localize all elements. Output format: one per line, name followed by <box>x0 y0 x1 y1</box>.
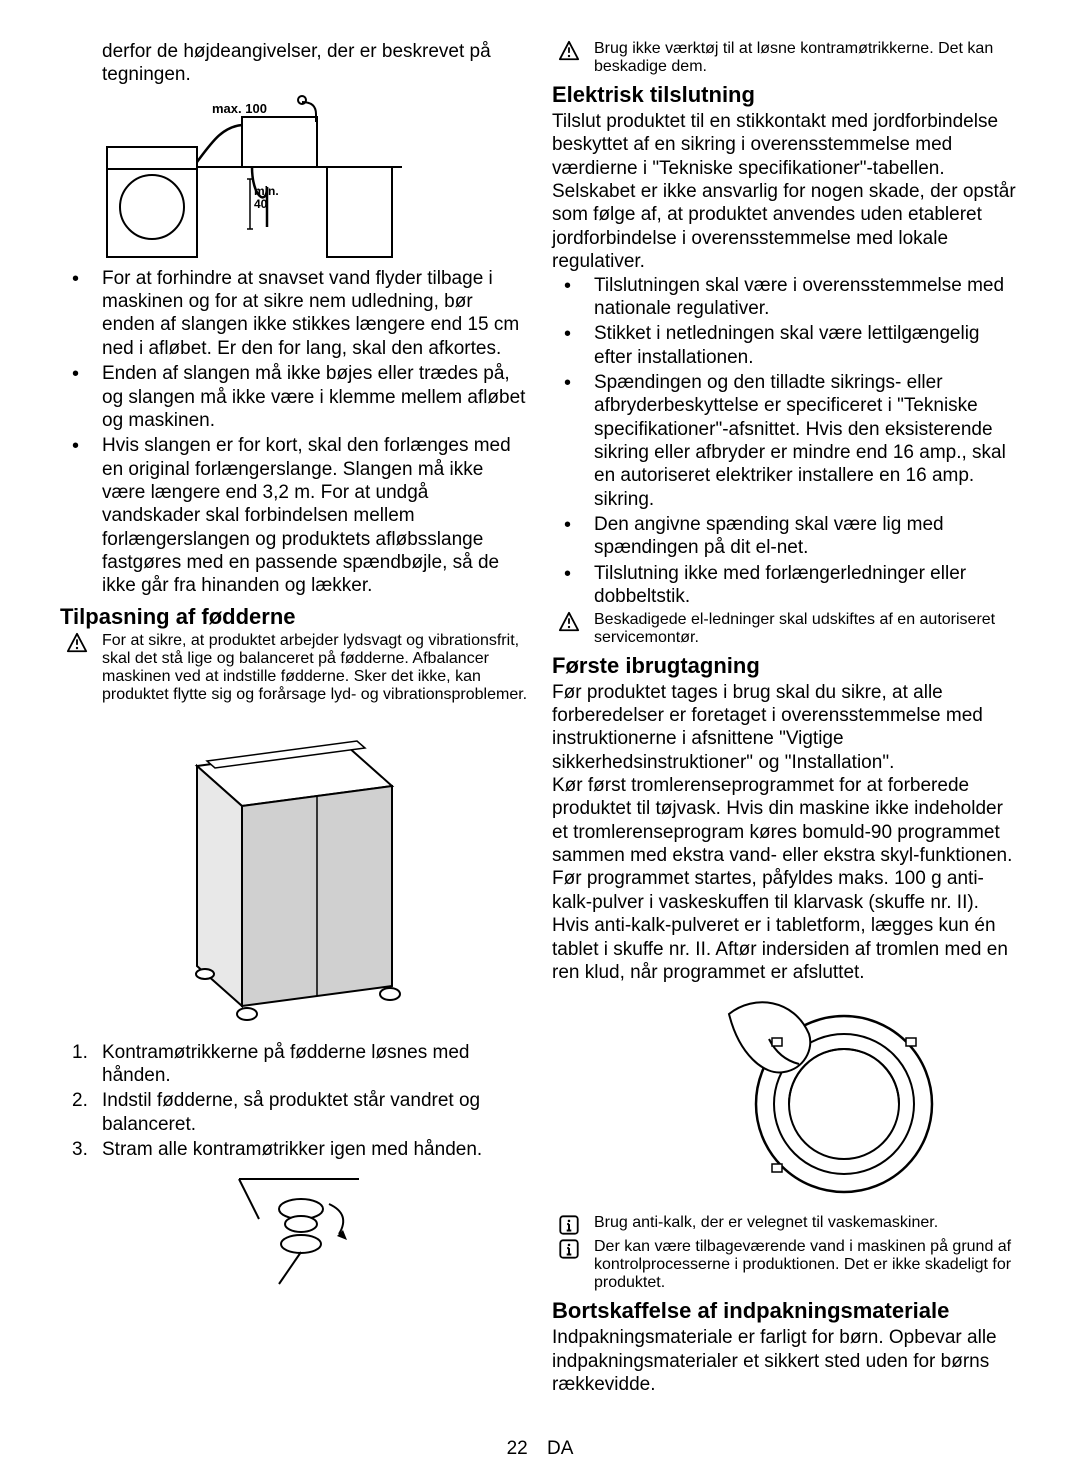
heading-packaging-disposal: Bortskaffelse af indpakningsmateriale <box>552 1298 1020 1324</box>
page-lang: DA <box>547 1438 573 1459</box>
page-columns: derfor de højdeangivelser, der er beskre… <box>60 40 1020 1420</box>
warning-note: For at sikre, at produktet arbejder lyds… <box>60 632 528 704</box>
warning-icon <box>60 632 102 654</box>
step-item: Indstil fødderne, så produktet står vand… <box>60 1089 528 1136</box>
warning-text: Beskadigede el-ledninger skal udskiftes … <box>594 611 1020 647</box>
bullet-item: Stikket i netledningen skal være lettilg… <box>552 322 1020 369</box>
bullet-item: Tilslutning ikke med forlængerledninger … <box>552 562 1020 609</box>
feet-steps: Kontramøtrikkerne på fødderne løsnes med… <box>60 1041 528 1162</box>
max-label: max. 100 <box>212 101 267 116</box>
figure-machine-feet <box>60 706 528 1041</box>
drain-hose-bullets: For at forhindre at snavset vand flyder … <box>60 267 528 598</box>
first-use-para-a: Før produktet tages i brug skal du sikre… <box>552 681 1020 774</box>
warning-note: Brug ikke værktøj til at løsne kontramøt… <box>552 40 1020 76</box>
page-footer: 22 DA <box>0 1438 1080 1460</box>
info-note: Der kan være tilbageværende vand i maski… <box>552 1238 1020 1292</box>
warning-icon <box>552 611 594 633</box>
svg-text:40: 40 <box>254 197 268 211</box>
warning-text: Brug ikke værktøj til at løsne kontramøt… <box>594 40 1020 76</box>
info-note: Brug anti-kalk, der er velegnet til vask… <box>552 1214 1020 1236</box>
electrical-bullets: Tilslutningen skal være i overensstemmel… <box>552 274 1020 609</box>
page-number: 22 <box>507 1438 528 1459</box>
info-icon <box>552 1214 594 1236</box>
warning-icon <box>552 40 594 62</box>
warning-note: Beskadigede el-ledninger skal udskiftes … <box>552 611 1020 647</box>
electrical-paragraph: Tilslut produktet til en stikkontakt med… <box>552 110 1020 274</box>
info-icon <box>552 1238 594 1260</box>
step-item: Stram alle kontramøtrikker igen med hånd… <box>60 1138 528 1161</box>
bullet-item: Spændingen og den tilladte sikrings- ell… <box>552 371 1020 511</box>
bullet-item: Enden af slangen må ikke bøjes eller træ… <box>60 362 528 432</box>
bullet-item: Hvis slangen er for kort, skal den forlæ… <box>60 434 528 598</box>
figure-drain-height: max. 100 min. 40 <box>60 87 528 267</box>
warning-text: For at sikre, at produktet arbejder lyds… <box>102 632 528 704</box>
heading-first-use: Første ibrugtagning <box>552 653 1020 679</box>
right-column: Brug ikke værktøj til at løsne kontramøt… <box>552 40 1020 1420</box>
step-item: Kontramøtrikkerne på fødderne løsnes med… <box>60 1041 528 1088</box>
packaging-paragraph: Indpakningsmateriale er farligt for børn… <box>552 1326 1020 1396</box>
bullet-item: Den angivne spænding skal være lig med s… <box>552 513 1020 560</box>
info-text: Brug anti-kalk, der er velegnet til vask… <box>594 1214 1020 1232</box>
heading-electrical: Elektrisk tilslutning <box>552 82 1020 108</box>
first-use-para-b: Kør først tromlerenseprogrammet for at f… <box>552 774 1020 984</box>
bullet-item: Tilslutningen skal være i overensstemmel… <box>552 274 1020 321</box>
min-label: min. <box>254 184 279 198</box>
heading-feet-adjustment: Tilpasning af fødderne <box>60 604 528 630</box>
left-column: derfor de højdeangivelser, der er beskre… <box>60 40 528 1420</box>
figure-drum-wipe <box>552 984 1020 1214</box>
intro-text: derfor de højdeangivelser, der er beskre… <box>60 40 528 87</box>
info-text: Der kan være tilbageværende vand i maski… <box>594 1238 1020 1292</box>
bullet-item: For at forhindre at snavset vand flyder … <box>60 267 528 360</box>
figure-foot-closeup <box>60 1164 528 1297</box>
